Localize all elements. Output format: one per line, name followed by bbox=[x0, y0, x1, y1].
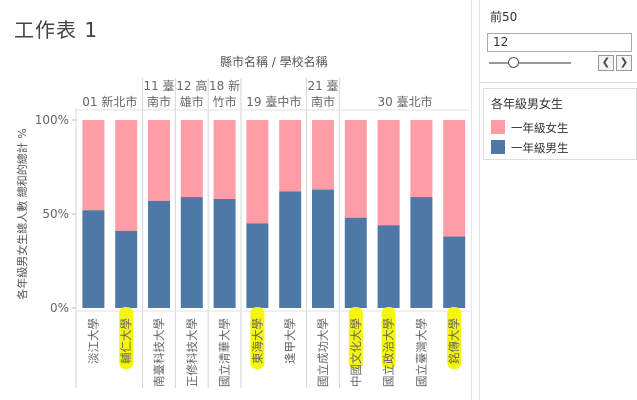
x-tick-label: 中國文化大學 bbox=[349, 318, 363, 387]
bar-male bbox=[246, 223, 269, 308]
legend-label-female: 一年級女生 bbox=[511, 121, 569, 135]
parameter-slider-track[interactable] bbox=[489, 62, 571, 64]
legend-label-male: 一年級男生 bbox=[511, 141, 569, 155]
x-tick-label: 國立臺灣大學 bbox=[414, 318, 428, 387]
right-panel: 前50 12 ❮ ❯ 各年級男女生 一年級女生 一年級男生 bbox=[479, 0, 637, 400]
x-tick-label: 淡江大學 bbox=[86, 318, 100, 364]
bar-female bbox=[148, 120, 170, 201]
legend-title: 各年級男女生 bbox=[491, 97, 564, 111]
y-tick-label: 50% bbox=[42, 207, 69, 221]
x-tick-label: 銘傳大學 bbox=[447, 318, 461, 364]
bar-female bbox=[443, 120, 466, 237]
column-header: 縣市名稱 / 學校名稱 bbox=[220, 54, 328, 69]
bar-male bbox=[279, 191, 302, 308]
legend-swatch-male bbox=[491, 140, 505, 154]
group-header-line1: 12 高 bbox=[176, 78, 207, 93]
parameter-slider-thumb[interactable] bbox=[508, 57, 519, 68]
panel-divider bbox=[471, 0, 472, 400]
x-tick-label: 輔仁大學 bbox=[119, 318, 133, 364]
bar-male bbox=[377, 225, 400, 308]
group-header: 19 臺中市 bbox=[246, 94, 301, 109]
bar-female bbox=[213, 120, 236, 199]
highlight-marker bbox=[250, 307, 265, 369]
bar-female bbox=[410, 120, 433, 198]
bar-female bbox=[246, 120, 269, 224]
x-tick-label: 逢甲大學 bbox=[283, 318, 297, 364]
group-header: 30 臺北市 bbox=[377, 94, 432, 109]
x-tick-label: 正修科技大學 bbox=[185, 318, 199, 387]
parameter-value-input[interactable]: 12 bbox=[487, 33, 632, 52]
bar-female bbox=[344, 120, 367, 218]
group-header-line2: 雄市 bbox=[180, 94, 204, 109]
bar-female bbox=[312, 120, 334, 190]
x-tick-label: 東海大學 bbox=[250, 318, 264, 364]
bar-male bbox=[312, 189, 334, 308]
bar-male bbox=[344, 217, 367, 308]
group-header-line1: 18 新 bbox=[209, 78, 240, 93]
sheet-title: 工作表 1 bbox=[14, 18, 99, 42]
legend: 各年級男女生 一年級女生 一年級男生 bbox=[483, 88, 637, 160]
group-header-line2: 南市 bbox=[311, 94, 335, 109]
highlight-marker bbox=[119, 307, 134, 369]
bar-female bbox=[377, 120, 400, 226]
y-tick-label: 100% bbox=[35, 113, 69, 127]
bar-male bbox=[82, 210, 105, 308]
bar-male bbox=[443, 236, 466, 308]
bar-male bbox=[115, 230, 138, 308]
x-tick-label: 國立清華大學 bbox=[218, 318, 232, 387]
highlight-marker bbox=[348, 307, 363, 369]
group-header-line2: 竹市 bbox=[213, 94, 237, 109]
parameter-title: 前50 bbox=[490, 10, 518, 24]
group-header-line1: 21 臺 bbox=[307, 78, 338, 93]
highlight-marker bbox=[381, 307, 396, 369]
x-tick-label: 國立政治大學 bbox=[382, 318, 396, 387]
group-header: 01 新北市 bbox=[82, 94, 137, 109]
chevron-right-icon[interactable]: ❯ bbox=[616, 55, 632, 71]
bar-female bbox=[279, 120, 302, 192]
x-tick-label: 南臺科技大學 bbox=[152, 318, 166, 387]
x-tick-label: 國立成功大學 bbox=[316, 318, 330, 387]
highlight-marker bbox=[447, 307, 462, 369]
parameter-control: 前50 12 ❮ ❯ bbox=[480, 0, 637, 83]
bar-female bbox=[82, 120, 105, 211]
bar-male bbox=[148, 200, 170, 308]
y-axis-label: 各年級男女生總人數 總和的總計 % bbox=[15, 128, 29, 299]
bar-male bbox=[410, 197, 433, 308]
chevron-left-icon[interactable]: ❮ bbox=[598, 55, 614, 71]
bar-male bbox=[180, 197, 203, 308]
group-header-line1: 11 臺 bbox=[143, 78, 174, 93]
legend-swatch-female bbox=[491, 120, 505, 134]
bar-female bbox=[180, 120, 203, 198]
group-header-line2: 南市 bbox=[147, 94, 171, 109]
bar-male bbox=[213, 198, 236, 308]
y-tick-label: 0% bbox=[50, 301, 69, 315]
bar-female bbox=[115, 120, 138, 231]
